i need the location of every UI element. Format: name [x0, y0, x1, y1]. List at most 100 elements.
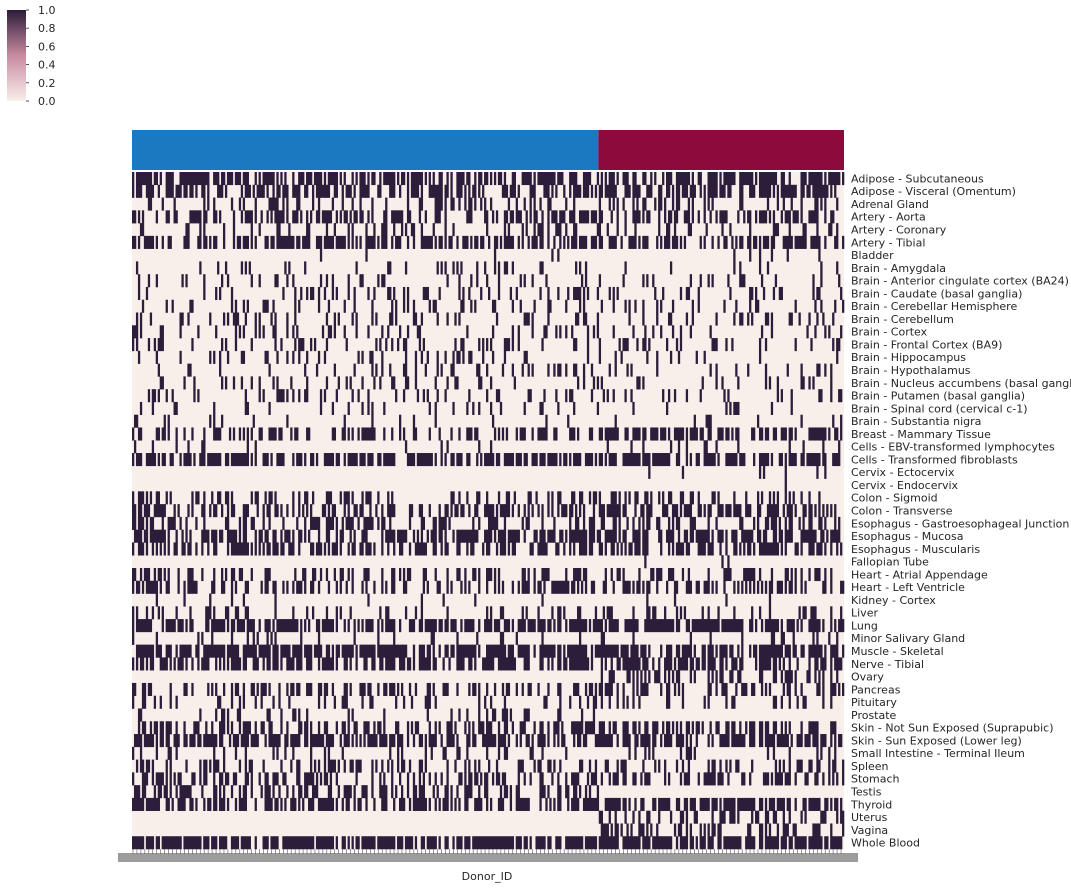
heatmap-cell: [711, 338, 718, 352]
heatmap-cell: [768, 593, 772, 607]
heatmap-cell: [412, 644, 416, 658]
heatmap-cell: [406, 453, 416, 467]
heatmap-cell: [685, 427, 689, 441]
heatmap-cell: [840, 810, 845, 824]
heatmap-cell: [561, 734, 566, 748]
heatmap-cell: [377, 836, 396, 850]
heatmap-cell: [315, 772, 319, 786]
heatmap-cell: [157, 567, 162, 582]
heatmap-cell: [361, 491, 364, 505]
heatmap-cell: [604, 172, 607, 186]
heatmap-cell: [377, 631, 380, 645]
heatmap-cell: [306, 708, 309, 722]
heatmap-cell: [578, 695, 582, 709]
heatmap-cell: [711, 797, 718, 811]
heatmap-cell: [719, 734, 730, 748]
heatmap-cell: [274, 338, 277, 352]
heatmap-cell: [181, 542, 186, 556]
heatmap-cell: [444, 235, 447, 249]
heatmap-cell: [751, 810, 754, 824]
heatmap-cell: [444, 785, 449, 799]
heatmap-cell: [341, 516, 344, 530]
heatmap-cell: [705, 414, 712, 428]
heatmap-cell: [363, 721, 370, 735]
heatmap-cell: [221, 274, 224, 288]
heatmap-cell: [654, 670, 661, 684]
heatmap-cell: [189, 619, 194, 633]
heatmap-cell: [507, 197, 511, 211]
heatmap-cell: [371, 210, 374, 224]
heatmap-cell: [215, 682, 218, 697]
heatmap-cell: [569, 542, 572, 556]
heatmap-cell: [323, 389, 327, 403]
heatmap-cell: [604, 759, 609, 773]
heatmap-cell: [800, 542, 803, 556]
heatmap-cell: [489, 376, 493, 390]
heatmap-row: [137, 286, 843, 301]
heatmap-cell: [758, 172, 778, 186]
heatmap-cell: [723, 580, 726, 594]
heatmap-cell: [755, 172, 758, 186]
heatmap-cell: [402, 299, 406, 313]
heatmap-cell: [341, 836, 346, 850]
heatmap-cell: [209, 414, 212, 428]
heatmap-cell: [598, 235, 604, 249]
heatmap-cell: [747, 823, 752, 837]
heatmap-cell: [294, 427, 299, 441]
heatmap-cell: [632, 772, 637, 786]
heatmap-cell: [578, 785, 582, 799]
heatmap-cell: [224, 453, 230, 467]
heatmap-cell: [397, 734, 404, 748]
heatmap-cell: [222, 223, 226, 237]
heatmap-cell: [203, 759, 208, 773]
heatmap-cell: [618, 338, 621, 352]
heatmap-cell: [230, 491, 234, 505]
heatmap-cell: [379, 172, 382, 186]
heatmap-row: [132, 772, 845, 786]
heatmap-cell: [335, 721, 338, 735]
heatmap-cell: [137, 504, 143, 518]
heatmap-cell: [592, 695, 598, 709]
heatmap-cell: [683, 235, 687, 249]
heatmap-cell: [622, 797, 627, 811]
heatmap-cell: [258, 619, 261, 633]
heatmap-cell: [292, 274, 295, 288]
heatmap-cell: [298, 299, 301, 313]
heatmap-cell: [359, 210, 364, 224]
heatmap-cell: [153, 721, 159, 735]
heatmap-cell: [644, 325, 647, 339]
heatmap-cell: [770, 516, 778, 530]
heatmap-cell: [622, 580, 631, 594]
heatmap-cell: [478, 172, 483, 186]
heatmap-cell: [509, 210, 515, 224]
heatmap-cell: [442, 593, 445, 607]
heatmap-cell: [798, 312, 801, 326]
heatmap-cell: [213, 746, 216, 760]
heatmap-cell: [707, 606, 710, 620]
heatmap-cell: [537, 606, 540, 620]
heatmap-cell: [701, 606, 704, 620]
heatmap-cell: [594, 759, 598, 773]
heatmap-cell: [606, 440, 609, 454]
heatmap-cell: [203, 223, 206, 237]
heatmap-cell: [474, 235, 479, 249]
heatmap-cell: [221, 172, 226, 186]
heatmap-cell: [822, 504, 825, 518]
heatmap-cell: [800, 453, 805, 467]
heatmap-cell: [169, 759, 172, 773]
heatmap-cell: [547, 491, 550, 505]
heatmap-cell: [347, 235, 350, 249]
heatmap-cell: [741, 682, 748, 697]
heatmap-cell: [456, 542, 461, 556]
heatmap-cell: [383, 682, 388, 697]
heatmap-cell: [165, 184, 174, 198]
heatmap-cell: [820, 734, 827, 748]
heatmap-matrix: [132, 172, 845, 850]
heatmap-cell: [739, 274, 746, 288]
heatmap-cell: [814, 657, 819, 671]
heatmap-cell: [430, 746, 433, 760]
heatmap-cell: [298, 721, 303, 735]
heatmap-cell: [715, 312, 718, 326]
heatmap-cell: [478, 708, 481, 722]
heatmap-cell: [418, 759, 424, 773]
